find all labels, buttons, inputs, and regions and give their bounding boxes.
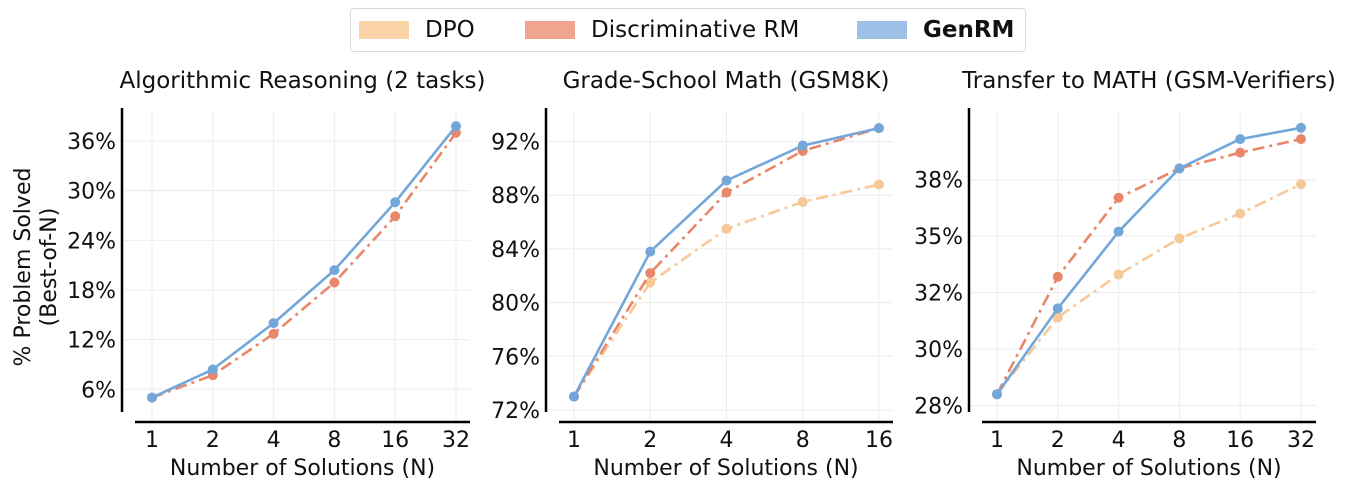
- panel-3-xtick-label-1: 2: [1051, 428, 1065, 453]
- panel-3-series-genrm-point-0: [992, 389, 1002, 400]
- panel-1-series-genrm-point-1: [207, 364, 218, 375]
- panel-2-xtick-label-1: 2: [643, 428, 657, 453]
- panel-2-ytick-label-1: 76%: [491, 345, 540, 370]
- panel-1-ytick-label-2: 18%: [67, 279, 116, 304]
- panel-3-ytick-label-2: 32%: [914, 282, 963, 307]
- panel-1-series-genrm-point-4: [390, 197, 401, 208]
- panel-1-series-genrm-point-0: [147, 392, 157, 403]
- panel-3-series-genrm-point-3: [1174, 163, 1185, 174]
- legend-label-genrm: GenRM: [923, 17, 1015, 43]
- panel-3-series-discriminative-rm-point-1: [1052, 271, 1063, 282]
- panel-1-series-genrm-point-2: [268, 318, 279, 329]
- panel-3-series-discriminative-rm-point-4: [1235, 147, 1246, 158]
- panel-3-series-discriminative-rm-line: [995, 137, 1302, 395]
- panel-3-series-genrm-point-1: [1052, 303, 1063, 314]
- panel-1-x-label: Number of Solutions (N): [170, 456, 435, 481]
- panel-1-xtick-label-1: 2: [206, 428, 220, 453]
- panel-1-y-label-line-0: % Problem Solved: [11, 168, 36, 367]
- panel-1-ytick-label-1: 12%: [67, 329, 116, 354]
- panel-3-series-discriminative-rm-point-5: [1296, 134, 1306, 145]
- panel-3-series-dpo-point-2: [1113, 269, 1124, 280]
- panel-1-series-genrm-point-3: [329, 265, 340, 276]
- panel-1-ytick-label-0: 6%: [81, 378, 116, 403]
- panel-2-series-dpo-point-3: [797, 196, 808, 207]
- panel-1-xtick-label-0: 1: [145, 428, 159, 453]
- legend-swatch-discriminative-rm: [525, 21, 575, 39]
- panel-3-series-dpo-point-5: [1296, 179, 1306, 190]
- panel-3-series-dpo-point-4: [1235, 208, 1246, 219]
- panel-2-series-genrm-point-4: [874, 123, 884, 134]
- legend: DPO Discriminative RM GenRM: [350, 8, 1026, 52]
- panel-2-series-genrm-point-2: [721, 175, 732, 186]
- panel-1-y-label-line-1: (Best-of-N): [37, 208, 62, 327]
- panel-3-xtick-label-3: 8: [1172, 428, 1186, 453]
- panel-1-series-genrm-line: [151, 125, 458, 399]
- panel-1-series-discriminative-rm-point-4: [390, 211, 401, 222]
- panel-3-series-dpo-line: [995, 183, 1302, 396]
- panel-1-series-discriminative-rm-line: [151, 131, 458, 399]
- panel-1-xtick-label-2: 4: [267, 428, 281, 453]
- panel-1-xtick-label-4: 16: [381, 428, 409, 453]
- panel-1-series-discriminative-rm-point-2: [268, 328, 279, 339]
- panel-3-series-dpo-point-3: [1174, 233, 1185, 244]
- legend-item-genrm: GenRM: [857, 9, 1014, 51]
- panel-2-title: Grade-School Math (GSM8K): [563, 68, 890, 94]
- panel-2-series-dpo-point-2: [721, 223, 732, 234]
- panel-3-ytick-label-1: 30%: [914, 338, 963, 363]
- panel-3-series-dpo-point-1: [1052, 312, 1063, 323]
- panel-3-ytick-label-3: 35%: [914, 225, 963, 250]
- panel-2-xtick-label-3: 8: [796, 428, 810, 453]
- panel-3-series-genrm-line: [995, 126, 1302, 395]
- panel-2-series-genrm-point-0: [569, 391, 579, 402]
- panel-2-series-dpo-point-4: [874, 179, 884, 190]
- panel-1-xtick-label-3: 8: [327, 428, 341, 453]
- panel-3-series-discriminative-rm-point-2: [1113, 192, 1124, 203]
- panel-1-ytick-label-5: 36%: [67, 130, 116, 155]
- panel-3-ytick-label-4: 38%: [914, 169, 963, 194]
- legend-swatch-genrm: [857, 21, 907, 39]
- panel-3-series-genrm-point-2: [1113, 226, 1124, 237]
- panel-3-series-genrm-point-5: [1296, 122, 1306, 133]
- panel-2-series-dpo-point-1: [645, 277, 656, 288]
- panel-3-series-genrm-point-4: [1235, 134, 1246, 145]
- panel-2-ytick-label-5: 92%: [491, 131, 540, 156]
- panel-2-series-genrm-point-1: [645, 246, 656, 257]
- panel-1-series-discriminative-rm-point-3: [329, 277, 340, 288]
- panel-3-x-label: Number of Solutions (N): [1016, 456, 1281, 481]
- panel-2-ytick-label-0: 72%: [491, 399, 540, 424]
- panel-2-series-genrm-point-3: [797, 140, 808, 151]
- panel-2-xtick-label-4: 16: [865, 428, 893, 453]
- panel-3-xtick-label-0: 1: [990, 428, 1004, 453]
- panel-3-xtick-label-2: 4: [1112, 428, 1126, 453]
- legend-label-dpo: DPO: [425, 17, 475, 43]
- panel-2-xtick-label-0: 1: [567, 428, 581, 453]
- panel-2-series-discriminative-rm-point-2: [721, 187, 732, 198]
- panel-2-ytick-label-3: 84%: [491, 238, 540, 263]
- panel-3-ytick-label-0: 28%: [914, 394, 963, 419]
- panel-2-series-discriminative-rm-point-1: [645, 268, 656, 279]
- panel-2-ytick-label-4: 88%: [491, 184, 540, 209]
- legend-item-discriminative-rm: Discriminative RM: [525, 9, 799, 51]
- panel-1-xtick-label-5: 32: [442, 428, 470, 453]
- panel-3-xtick-label-5: 32: [1287, 428, 1315, 453]
- legend-label-discriminative-rm: Discriminative RM: [591, 17, 800, 43]
- panel-2-xtick-label-2: 4: [720, 428, 734, 453]
- panel-2-ytick-label-2: 80%: [491, 292, 540, 317]
- panel-3-xtick-label-4: 16: [1226, 428, 1254, 453]
- panel-2-x-label: Number of Solutions (N): [593, 456, 858, 481]
- legend-swatch-dpo: [359, 21, 409, 39]
- panel-1-ytick-label-4: 30%: [67, 180, 116, 205]
- panel-1-series-genrm-point-5: [451, 121, 461, 132]
- panel-3-title: Transfer to MATH (GSM-Verifiers): [961, 68, 1336, 94]
- panel-1-title: Algorithmic Reasoning (2 tasks): [120, 68, 486, 94]
- panel-1-y-label: % Problem Solved(Best-of-N): [11, 168, 62, 367]
- panel-1-ytick-label-3: 24%: [67, 229, 116, 254]
- legend-item-dpo: DPO: [359, 9, 475, 51]
